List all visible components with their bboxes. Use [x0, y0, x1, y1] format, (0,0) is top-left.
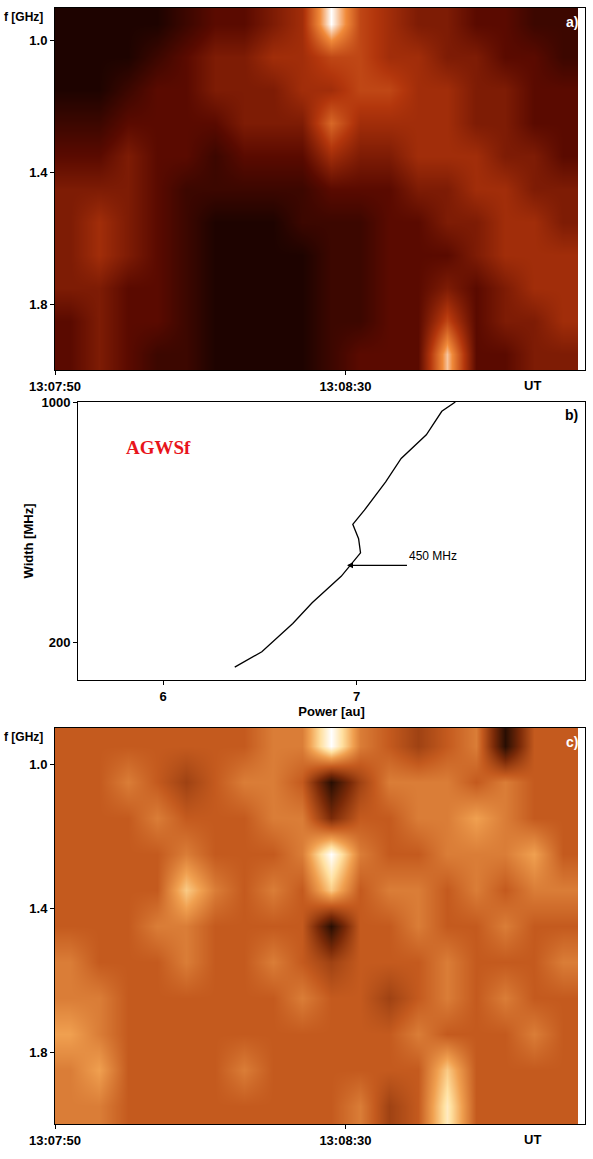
svg-text:AGWSf: AGWSf [126, 437, 191, 458]
svg-text:13:07:50: 13:07:50 [29, 379, 81, 394]
svg-text:a): a) [566, 14, 578, 30]
svg-text:200: 200 [49, 635, 71, 650]
svg-text:7: 7 [353, 689, 360, 704]
svg-text:c): c) [566, 734, 578, 750]
svg-text:1.0: 1.0 [29, 757, 47, 772]
svg-text:13:08:30: 13:08:30 [319, 1133, 371, 1148]
svg-text:1.8: 1.8 [29, 297, 47, 312]
svg-text:b): b) [565, 407, 578, 423]
svg-text:Width [MHz]: Width [MHz] [21, 504, 36, 579]
svg-text:1000: 1000 [41, 395, 70, 410]
svg-text:6: 6 [160, 689, 167, 704]
svg-text:Power [au]: Power [au] [298, 704, 364, 719]
svg-text:UT: UT [524, 1132, 541, 1147]
svg-text:13:07:50: 13:07:50 [29, 1133, 81, 1148]
svg-text:1.8: 1.8 [29, 1045, 47, 1060]
svg-text:f [GHz]: f [GHz] [4, 10, 43, 24]
svg-text:1.4: 1.4 [29, 165, 48, 180]
svg-text:1.0: 1.0 [29, 33, 47, 48]
svg-text:f [GHz]: f [GHz] [4, 730, 43, 744]
svg-text:450 MHz: 450 MHz [409, 549, 457, 563]
svg-text:1.4: 1.4 [29, 901, 48, 916]
svg-text:13:08:30: 13:08:30 [319, 379, 371, 394]
svg-text:UT: UT [524, 378, 541, 393]
